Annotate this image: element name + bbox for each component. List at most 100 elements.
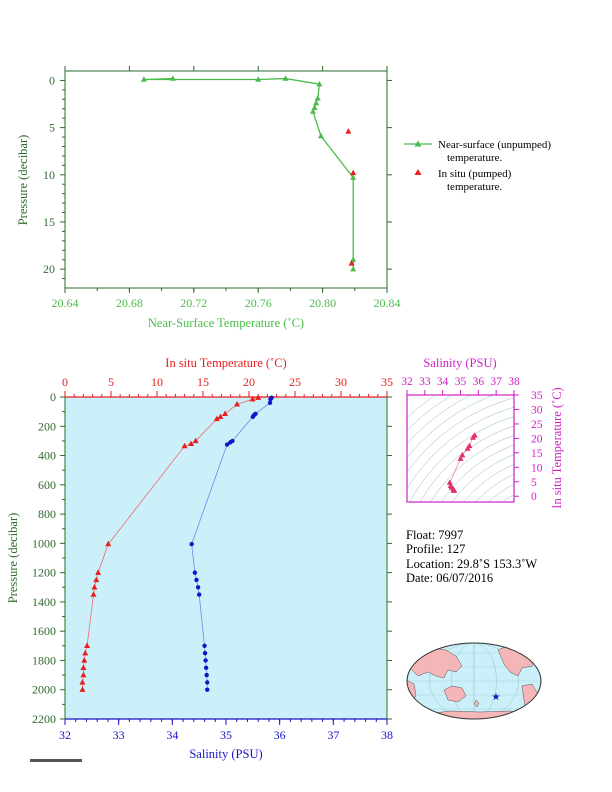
top-x-tick-label: 20.68	[116, 296, 143, 310]
near-surface-point	[169, 75, 176, 81]
top-y-tick-label: 0	[49, 73, 55, 87]
near-surface-point	[309, 108, 316, 114]
salinity-point	[267, 400, 273, 406]
salinity-tick-label: 34	[166, 728, 178, 742]
legend-near-surface-marker	[414, 140, 422, 147]
map-meridian	[451, 643, 497, 719]
temp-tick-label: 30	[335, 375, 347, 389]
ts-x-tick-label: 34	[437, 376, 449, 388]
top-x-tick-label: 20.80	[309, 296, 336, 310]
temperature-point	[181, 442, 188, 449]
ts-diagram-inset: 32 33 34 35 36 37 38 0 5 10 15 20 25 30 35 Salinity (P…	[401, 356, 564, 509]
float-id: Float: 7997	[406, 528, 463, 542]
salinity-point	[224, 442, 230, 447]
temperature-point	[192, 437, 199, 444]
ts-x-tick-label: 33	[419, 376, 431, 388]
top-x-tick-label: 20.64	[52, 296, 79, 310]
ts-x-tick-label: 32	[401, 376, 413, 388]
salinity-tick-label: 37	[327, 728, 339, 742]
top-x-ticks: 20.64 20.68 20.72 20.76 20.80 20.84	[52, 66, 401, 310]
near-surface-point	[350, 174, 357, 180]
near-surface-point	[314, 95, 321, 101]
salinity-tick-label: 32	[59, 728, 71, 742]
legend-in-situ-label-2: temperature.	[447, 181, 503, 193]
float-position-marker: ★	[492, 692, 501, 703]
salinity-axis-label: Salinity (PSU)	[189, 747, 262, 761]
temperature-point	[80, 664, 87, 670]
salinity-tick-label: 38	[381, 728, 393, 742]
salinity-point	[205, 680, 210, 685]
ts-y-tick-label: 20	[531, 433, 543, 445]
temperature-point	[249, 395, 256, 402]
salinity-point	[203, 665, 209, 670]
temperature-point	[80, 671, 87, 678]
temperature-point	[90, 591, 97, 597]
pressure-tick-label: 1200	[32, 566, 56, 580]
in-situ-temperature-axis-label: In situ Temperature (˚C)	[165, 356, 286, 370]
temp-tick-label: 20	[243, 375, 255, 389]
salinity-tick-label: 36	[274, 728, 286, 742]
salinity-point	[203, 658, 208, 663]
ts-y-tick-label: 15	[531, 448, 543, 460]
in-situ-point	[345, 128, 352, 134]
profile-plot-area	[65, 397, 387, 719]
top-y-tick-label: 10	[43, 168, 55, 182]
float-info: Float: 7997 Profile: 127 Location: 29.8˚…	[406, 528, 537, 585]
temperature-point	[91, 583, 98, 590]
profile-date: Date: 06/07/2016	[406, 571, 493, 585]
ts-ticks: 32 33 34 35 36 37 38 0 5 10 15 20 25 30 35	[401, 376, 543, 503]
temp-tick-label: 5	[108, 375, 114, 389]
land-australia	[443, 685, 467, 703]
temp-tick-label: 35	[381, 375, 393, 389]
ts-y-tick-label: 35	[531, 390, 543, 402]
near-surface-point	[255, 76, 262, 82]
temp-tick-label: 15	[197, 375, 209, 389]
ts-y-tick-label: 5	[531, 477, 537, 489]
temperature-point	[84, 642, 91, 649]
pressure-tick-label: 0	[50, 390, 56, 404]
pressure-tick-label: 1400	[32, 595, 56, 609]
salinity-point	[202, 643, 207, 649]
salinity-point	[202, 650, 208, 656]
top-y-tick-label: 15	[43, 215, 55, 229]
top-y-tick-label: 20	[43, 262, 55, 276]
ts-points	[446, 432, 478, 493]
temp-tick-label: 10	[151, 375, 163, 389]
ts-point	[457, 455, 464, 461]
in-situ-point	[348, 260, 355, 266]
temp-tick-label: 25	[289, 375, 301, 389]
pressure-tick-label: 2000	[32, 683, 56, 697]
ts-y-tick-label: 30	[531, 404, 543, 416]
profile-number: Profile: 127	[406, 542, 465, 556]
salinity-point	[195, 585, 201, 590]
footer-logo	[30, 759, 82, 762]
top-x-tick-label: 20.84	[374, 296, 401, 310]
salinity-tick-label: 33	[113, 728, 125, 742]
top-legend: Near-surface (unpumped) temperature. In …	[404, 139, 551, 193]
top-plot-frame	[64, 70, 388, 289]
temperature-point	[79, 686, 86, 692]
ts-x-tick-label: 35	[455, 376, 467, 388]
salinity-point	[192, 570, 198, 575]
ts-point	[464, 445, 471, 451]
near-surface-point	[282, 75, 289, 81]
ts-y-tick-label: 10	[531, 462, 543, 474]
legend-in-situ-label: In situ (pumped)	[438, 168, 512, 180]
ts-x-tick-label: 36	[473, 376, 485, 388]
temperature-point	[213, 415, 220, 422]
top-y-axis-label: Pressure (decibar)	[16, 135, 30, 226]
in-situ-point	[350, 169, 357, 176]
top-series	[140, 75, 357, 272]
temperature-point	[188, 440, 195, 447]
salinity-point	[268, 396, 273, 402]
temperature-point	[79, 679, 86, 685]
pressure-tick-label: 600	[38, 478, 56, 492]
salinity-point	[205, 687, 210, 692]
land-new-zealand	[473, 699, 480, 708]
temperature-point	[105, 540, 112, 547]
pressure-tick-label: 800	[38, 507, 56, 521]
profile-ticks: 0 5 10 15 20 25 30 35 32 33 34 35 36 37 38 0 200 400 600 80…	[32, 375, 393, 742]
temperature-point	[81, 657, 88, 663]
world-map-inset: ★	[406, 642, 542, 720]
